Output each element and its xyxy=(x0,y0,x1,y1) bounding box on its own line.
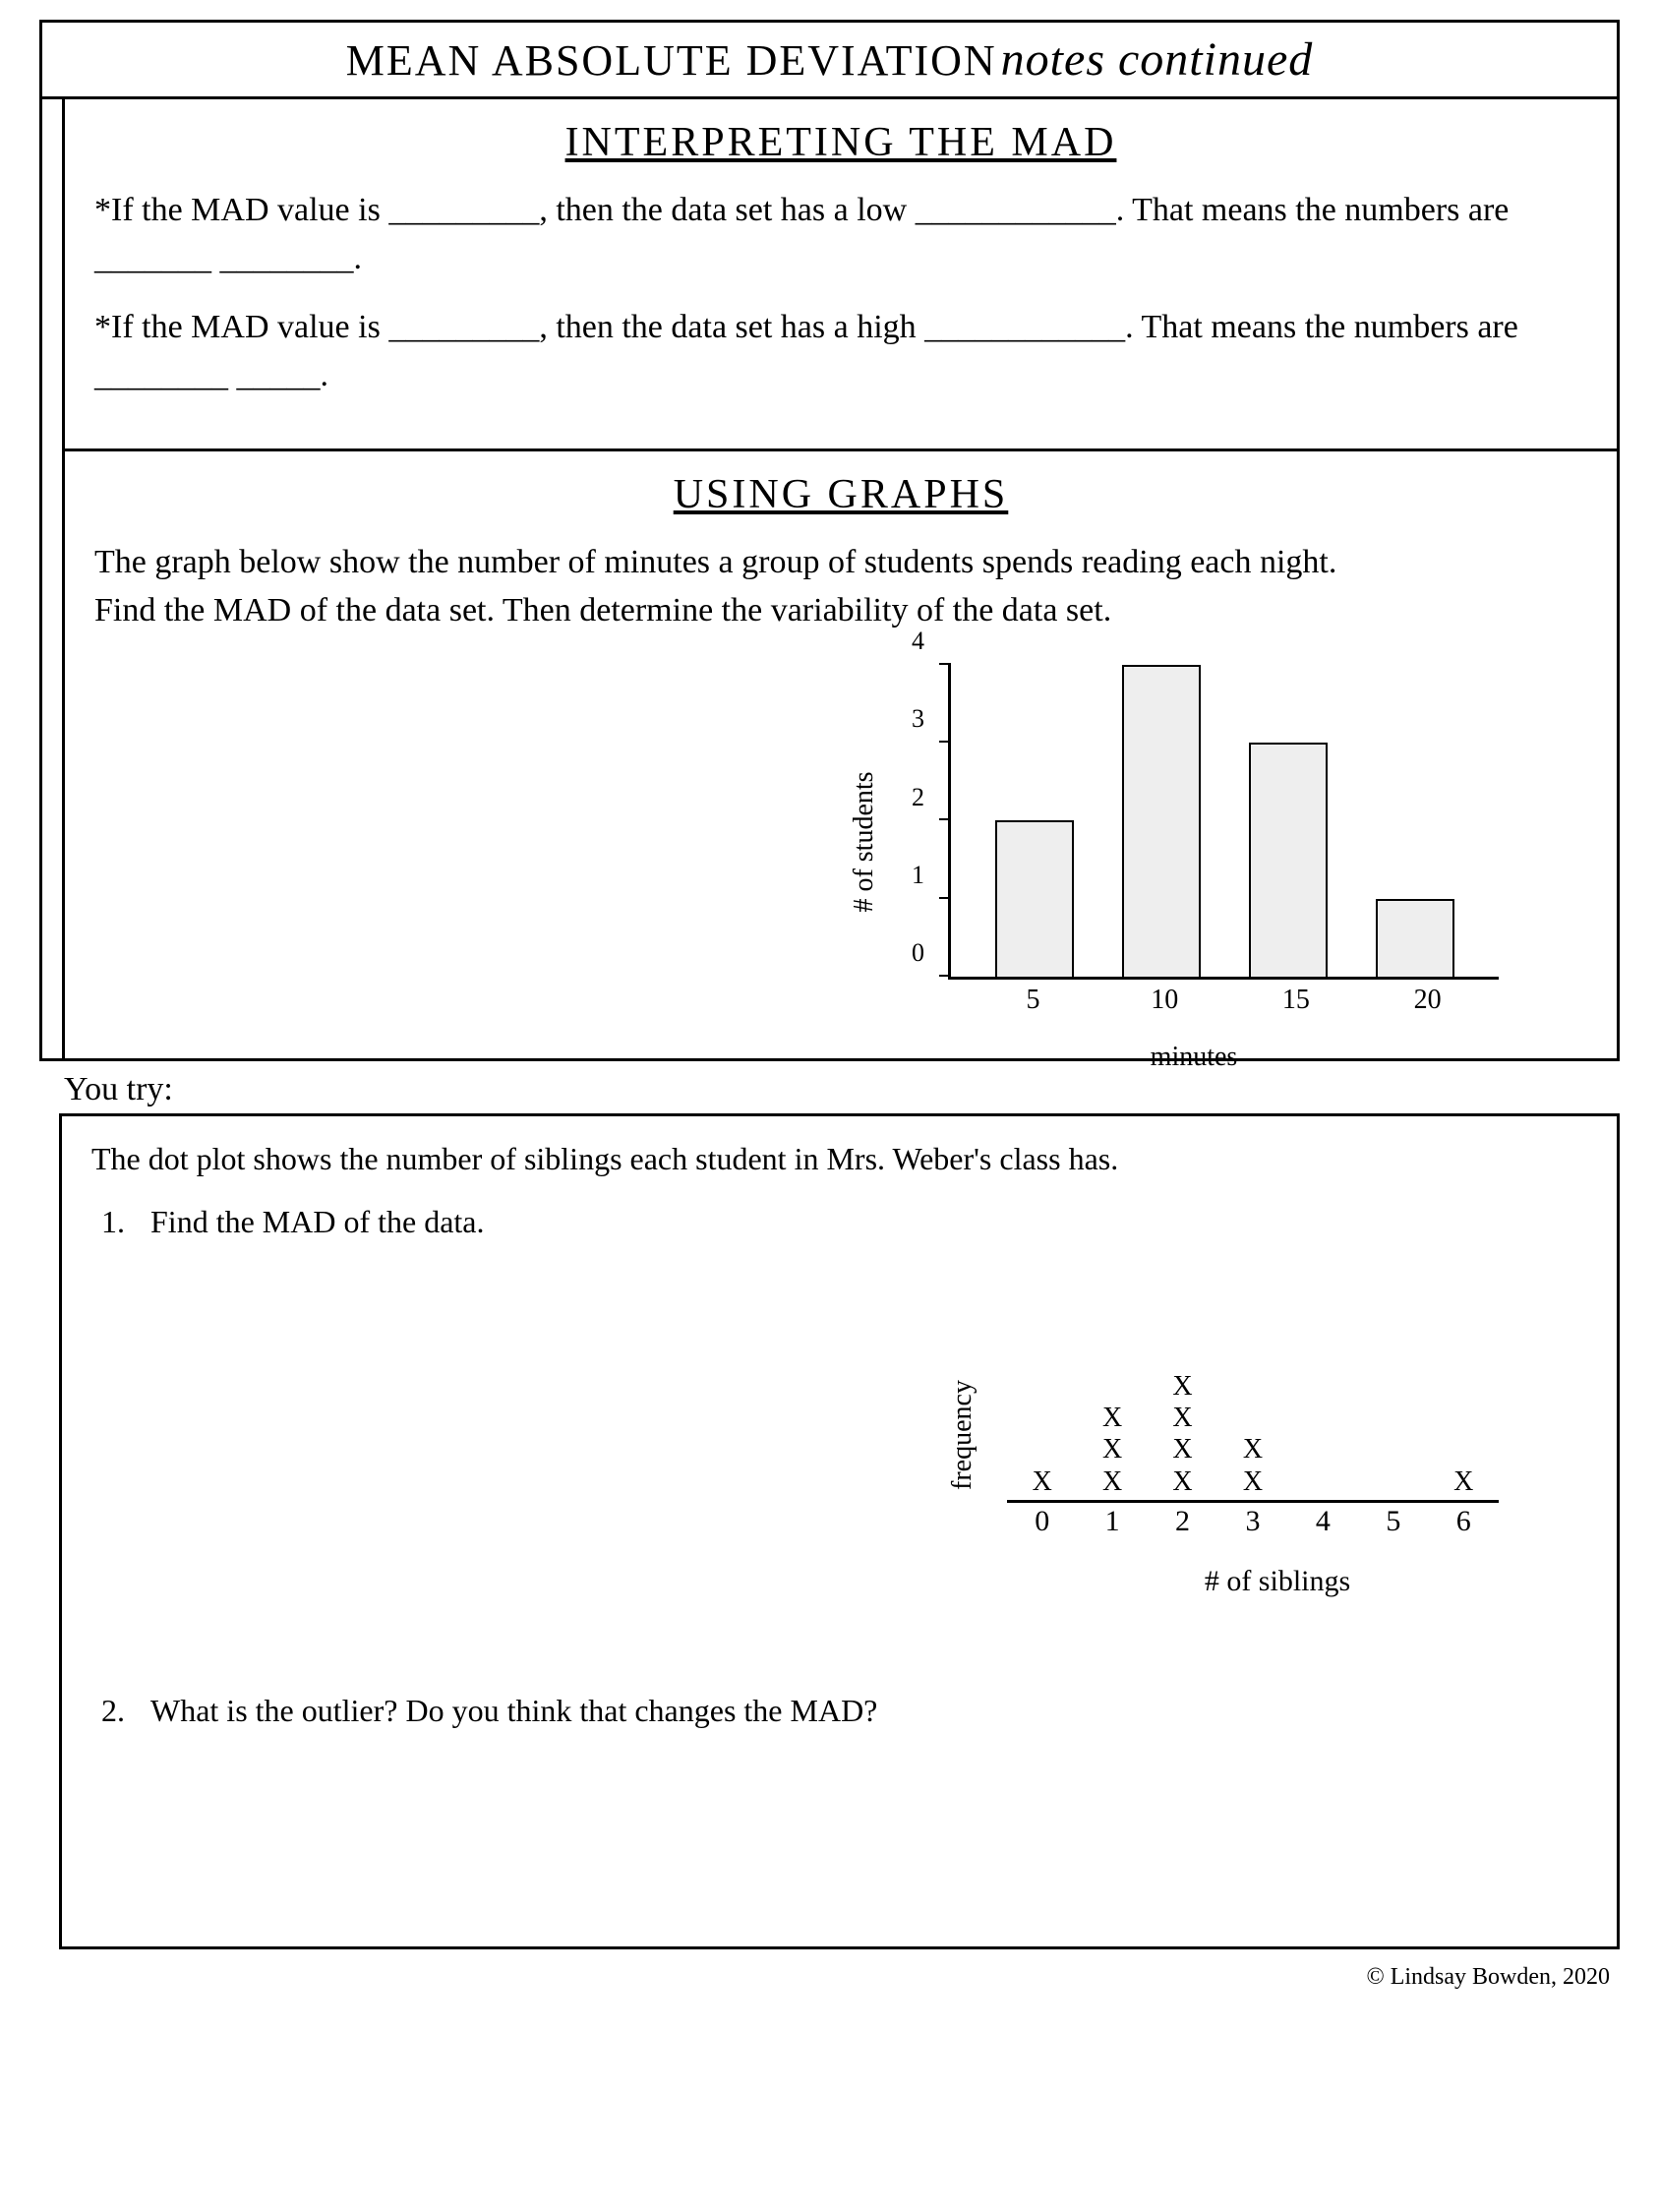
copyright: © Lindsay Bowden, 2020 xyxy=(39,1964,1620,1991)
ytick-label-1: 1 xyxy=(912,861,924,890)
catlabel: 4 xyxy=(1293,1505,1352,1538)
catlabel: 2 xyxy=(1154,1505,1213,1538)
q1-number: 1. xyxy=(101,1199,150,1244)
xcat-0: 5 xyxy=(1027,985,1040,1016)
section-using-graphs: USING GRAPHS The graph below show the nu… xyxy=(62,451,1617,1058)
bar-chart: # of students 0 1 2 3 4 xyxy=(879,655,1509,1029)
title-box: MEAN ABSOLUTE DEVIATION notes continued xyxy=(39,20,1620,99)
ytick xyxy=(939,975,951,977)
q1-text: Find the MAD of the data. xyxy=(150,1199,485,1244)
section1-p2: *If the MAD value is _________, then the… xyxy=(94,303,1587,400)
marks: X xyxy=(1013,1466,1072,1498)
dotplot-ylabel: frequency xyxy=(947,1380,978,1490)
dotplot-col-6: X 6 xyxy=(1434,1333,1493,1588)
dotplot-col-1: XXX 1 xyxy=(1083,1333,1142,1588)
you-try-box: The dot plot shows the number of sibling… xyxy=(59,1113,1620,1949)
bar-chart-plot: 0 1 2 3 4 xyxy=(948,665,1499,980)
bar-5 xyxy=(995,820,1074,977)
bar-10 xyxy=(1122,665,1201,977)
dotplot-xlabel: # of siblings xyxy=(1205,1565,1350,1598)
dotplot: frequency X 0 XXX 1 XXXX 2 xyxy=(1007,1333,1499,1588)
page-title-main: MEAN ABSOLUTE DEVIATION xyxy=(346,36,997,85)
main-content-frame: INTERPRETING THE MAD *If the MAD value i… xyxy=(39,99,1620,1061)
section2-intro2: Find the MAD of the data set. Then deter… xyxy=(94,586,1587,634)
bar-chart-xlabel: minutes xyxy=(1151,1042,1238,1073)
dotplot-col-5: 5 xyxy=(1364,1333,1423,1588)
xcat-2: 15 xyxy=(1282,985,1310,1016)
section-heading-interpreting: INTERPRETING THE MAD xyxy=(94,119,1587,166)
youtry-intro: The dot plot shows the number of sibling… xyxy=(91,1136,1587,1181)
bar-20 xyxy=(1376,899,1454,977)
ytick-label-2: 2 xyxy=(912,783,924,812)
q2-number: 2. xyxy=(101,1688,150,1733)
ytick xyxy=(939,663,951,665)
ytick-label-4: 4 xyxy=(912,627,924,656)
dotplot-col-4: 4 xyxy=(1293,1333,1352,1588)
catlabel: 5 xyxy=(1364,1505,1423,1538)
dotplot-container: frequency X 0 XXX 1 XXXX 2 xyxy=(1007,1333,1499,1588)
ytick xyxy=(939,818,951,820)
q2-text: What is the outlier? Do you think that c… xyxy=(150,1688,877,1733)
dotplot-col-0: X 0 xyxy=(1013,1333,1072,1588)
dotplot-cols: X 0 XXX 1 XXXX 2 XX 3 xyxy=(1007,1333,1499,1588)
bars-row xyxy=(951,665,1499,977)
xcat-1: 10 xyxy=(1151,985,1178,1016)
catlabel: 3 xyxy=(1223,1505,1282,1538)
question-2: 2. What is the outlier? Do you think tha… xyxy=(101,1688,1587,1733)
you-try-label: You try: xyxy=(64,1071,1620,1108)
ytick-label-3: 3 xyxy=(912,704,924,734)
page-title-script: notes continued xyxy=(1001,33,1314,86)
catlabel: 6 xyxy=(1434,1505,1493,1538)
ytick-label-0: 0 xyxy=(912,938,924,968)
catlabel: 0 xyxy=(1013,1505,1072,1538)
ytick xyxy=(939,741,951,743)
section2-body: The graph below show the number of minut… xyxy=(94,538,1587,635)
marks: X xyxy=(1434,1466,1493,1498)
dotplot-col-3: XX 3 xyxy=(1223,1333,1282,1588)
section1-p1: *If the MAD value is _________, then the… xyxy=(94,186,1587,283)
ytick xyxy=(939,897,951,899)
xcat-3: 20 xyxy=(1414,985,1442,1016)
section2-intro1: The graph below show the number of minut… xyxy=(94,538,1587,586)
section-heading-graphs: USING GRAPHS xyxy=(94,471,1587,518)
section-interpreting: INTERPRETING THE MAD *If the MAD value i… xyxy=(62,99,1617,451)
section1-body: *If the MAD value is _________, then the… xyxy=(94,186,1587,399)
worksheet-page: MEAN ABSOLUTE DEVIATION notes continued … xyxy=(39,20,1620,1991)
bar-chart-container: # of students 0 1 2 3 4 xyxy=(94,655,1587,1029)
dotplot-col-2: XXXX 2 xyxy=(1154,1333,1213,1588)
marks: XX xyxy=(1223,1434,1282,1497)
catlabel: 1 xyxy=(1083,1505,1142,1538)
bar-15 xyxy=(1249,743,1328,977)
question-1: 1. Find the MAD of the data. xyxy=(101,1199,1587,1244)
marks: XXXX xyxy=(1154,1371,1213,1498)
bar-chart-ylabel: # of students xyxy=(849,771,880,912)
marks: XXX xyxy=(1083,1403,1142,1498)
